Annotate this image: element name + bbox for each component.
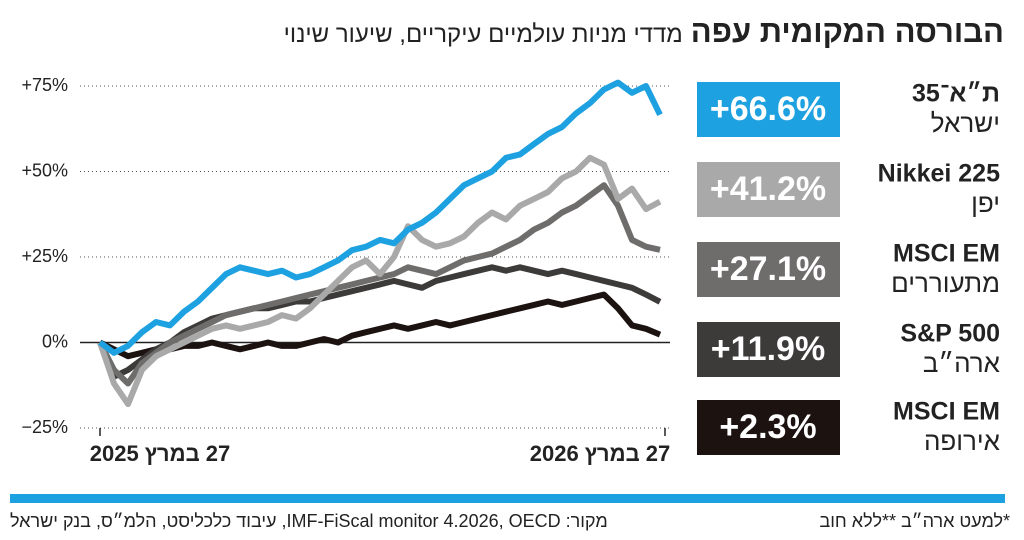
value-label: +27.1%: [710, 250, 826, 288]
legend-region: ארה״ב: [923, 348, 1000, 378]
series-line: [97, 154, 662, 408]
y-tick-label: +75%: [21, 75, 68, 95]
legend-region: ישראל: [931, 108, 1000, 138]
legend-name: ת״א־35: [912, 80, 1000, 108]
y-tick-label: +25%: [21, 246, 68, 266]
legend-name: S&P 500: [900, 320, 1000, 348]
x-tick-label: 27 במרץ 2026: [530, 441, 671, 466]
footnote: *למעט ארה״ב **ללא חוב: [819, 511, 1010, 531]
source: מקור: IMF-FiScal monitor 4.2026, OECD, ע…: [10, 511, 608, 531]
legend-region: יפן: [971, 188, 1000, 218]
value-label: +66.6%: [710, 90, 826, 128]
legend-box: [697, 162, 840, 217]
legend-name: MSCI EM: [893, 398, 1000, 426]
series-line: [98, 291, 662, 360]
y-tick-label: 0%: [42, 331, 68, 351]
y-tick-label: +50%: [21, 160, 68, 180]
legend-region: מתעוררים: [891, 268, 1000, 298]
series-line: [97, 182, 661, 387]
legend-region: אירופה: [924, 426, 1000, 456]
chart-title: הבורסה המקומית עפה: [690, 14, 1004, 49]
value-label: +41.2%: [710, 170, 826, 208]
legend-box: [697, 322, 840, 377]
x-tick-label: 27 במרץ 2025: [90, 441, 231, 466]
legend-name: Nikkei 225: [878, 160, 1000, 188]
series-line: [97, 264, 662, 380]
header: הבורסה המקומית עפה מדדי מניות עולמיים עיק…: [284, 14, 1004, 50]
series-line: [98, 79, 663, 356]
value-label: +11.9%: [711, 330, 825, 368]
legend-box: [697, 82, 840, 137]
chart-subtitle: מדדי מניות עולמיים עיקריים, שיעור שינוי: [283, 21, 683, 48]
legend-name: MSCI EM: [893, 240, 1000, 268]
y-tick-label: −25%: [21, 417, 68, 437]
legend-box: [697, 400, 840, 455]
footer-bar: [10, 494, 1005, 503]
legend-box: [697, 242, 840, 297]
value-label: +2.3%: [719, 408, 816, 446]
